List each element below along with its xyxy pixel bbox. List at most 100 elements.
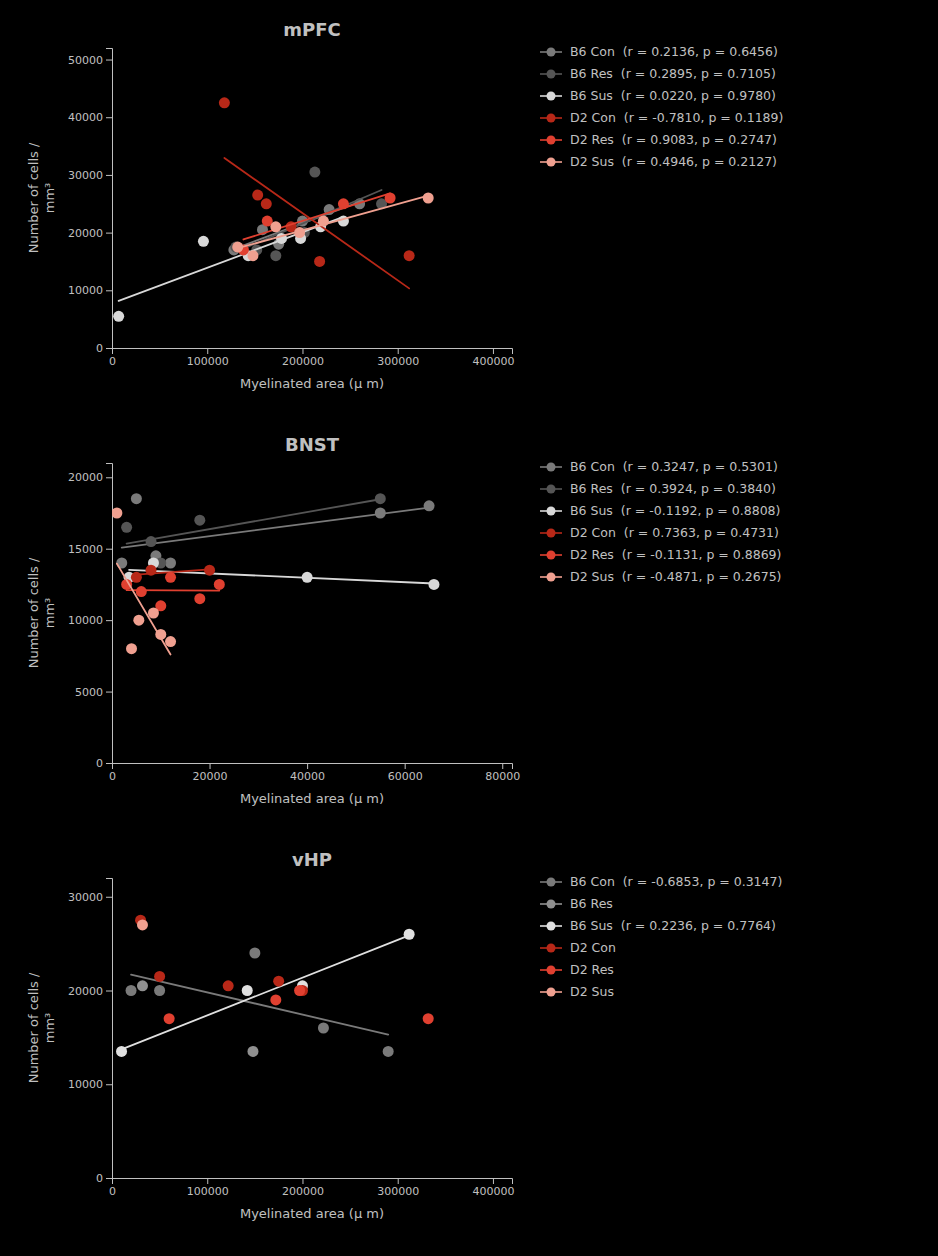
chart-root: 0100000200000300000400000010000200003000… — [0, 0, 938, 1256]
legend-label: D2 Con (r = -0.7810, p = 0.1189) — [570, 110, 783, 125]
y-tick: 30000 — [68, 891, 112, 904]
legend-label: B6 Sus (r = -0.1192, p = 0.8808) — [570, 503, 780, 518]
x-axis-line — [113, 764, 513, 770]
x-tick: 20000 — [193, 763, 228, 783]
legend-label: D2 Res (r = 0.9083, p = 0.2747) — [570, 132, 777, 147]
y-tick-mark — [106, 549, 112, 550]
legend-label: B6 Sus (r = 0.0220, p = 0.9780) — [570, 88, 776, 103]
series — [121, 572, 225, 612]
point — [194, 515, 205, 526]
y-tick-mark — [106, 692, 112, 693]
y-tick: 0 — [96, 757, 112, 770]
point — [146, 536, 157, 547]
legend-item: B6 Res (r = 0.3924, p = 0.3840) — [540, 481, 776, 496]
point — [165, 572, 176, 583]
legend-label: B6 Con (r = 0.2136, p = 0.6456) — [570, 44, 778, 59]
series — [232, 193, 433, 262]
fit-line — [243, 193, 390, 239]
plot-area — [113, 97, 434, 321]
y-axis: 01000020000300004000050000 — [68, 49, 113, 356]
point — [314, 256, 325, 267]
series — [164, 985, 434, 1024]
y-tick-label: 40000 — [68, 111, 103, 124]
y-axis-line — [106, 49, 113, 349]
series — [219, 97, 415, 288]
legend-label: D2 Sus (r = 0.4946, p = 0.2127) — [570, 154, 777, 169]
point — [294, 985, 305, 996]
y-tick: 20000 — [68, 227, 112, 240]
series — [135, 915, 308, 996]
x-tick-mark — [502, 763, 503, 769]
point — [383, 1046, 394, 1057]
series — [126, 948, 394, 1057]
point — [273, 976, 284, 987]
legend-label: B6 Con (r = -0.6853, p = 0.3147) — [570, 874, 782, 889]
point — [318, 1023, 329, 1034]
y-tick-label: 20000 — [68, 471, 103, 484]
y-tick-label: 30000 — [68, 891, 103, 904]
legend: B6 Con (r = 0.3247, p = 0.5301)B6 Res (r… — [540, 459, 781, 584]
legend-item: B6 Con (r = 0.2136, p = 0.6456) — [540, 44, 778, 59]
fit-line — [127, 499, 381, 543]
y-tick-mark — [106, 763, 112, 764]
point — [116, 1046, 127, 1057]
x-tick: 200000 — [282, 348, 324, 368]
legend-swatch-dot — [547, 922, 556, 931]
legend-item: D2 Sus (r = -0.4871, p = 0.2675) — [540, 569, 781, 584]
point — [261, 198, 272, 209]
y-tick-mark — [106, 290, 112, 291]
point — [223, 980, 234, 991]
x-tick-label: 100000 — [187, 355, 229, 368]
point — [219, 97, 230, 108]
y-tick-mark — [106, 1084, 112, 1085]
legend-swatch-dot — [547, 158, 556, 167]
point — [302, 572, 313, 583]
x-tick: 300000 — [377, 348, 419, 368]
panel: 0100000200000300000400000010000200003000… — [26, 849, 514, 1221]
legend-label: D2 Sus — [570, 984, 614, 999]
y-tick-label: 10000 — [68, 284, 103, 297]
y-axis: 0100002000030000 — [68, 879, 113, 1186]
x-tick-mark — [493, 348, 494, 354]
legend: B6 Con (r = 0.2136, p = 0.6456) B6 Res (r… — [540, 44, 783, 169]
point — [404, 929, 415, 940]
x-tick-mark — [207, 348, 208, 354]
legend-label: B6 Res — [570, 896, 613, 911]
legend-label: B6 Sus (r = 0.2236, p = 0.7764) — [570, 918, 776, 933]
point — [131, 572, 142, 583]
point — [247, 250, 258, 261]
point — [249, 948, 260, 959]
legend-label: D2 Res — [570, 962, 614, 977]
y-tick-label: 5000 — [75, 686, 103, 699]
legend-swatch-dot — [547, 529, 556, 538]
legend-item: B6 Res (r = 0.2895, p = 0.7105) — [540, 66, 776, 81]
fit-line — [131, 975, 388, 1035]
y-tick: 50000 — [68, 54, 112, 67]
x-tick-mark — [302, 1178, 303, 1184]
point — [126, 985, 137, 996]
x-tick: 400000 — [472, 1178, 514, 1198]
fit-line — [224, 158, 409, 288]
y-tick-mark — [106, 620, 112, 621]
x-tick: 0 — [109, 763, 116, 783]
legend-label: D2 Sus (r = -0.4871, p = 0.2675) — [570, 569, 781, 584]
point — [232, 242, 243, 253]
point — [137, 980, 148, 991]
point — [385, 193, 396, 204]
y-axis-title-line: Number of cells / — [26, 972, 41, 1083]
legend-item: D2 Sus — [540, 984, 614, 999]
fit-line — [122, 935, 410, 1049]
series — [116, 493, 434, 568]
point — [194, 593, 205, 604]
legend-swatch-dot — [547, 485, 556, 494]
background — [0, 0, 938, 1256]
legend-item: D2 Con (r = 0.7363, p = 0.4731) — [540, 525, 779, 540]
point — [154, 971, 165, 982]
legend-item: D2 Con (r = -0.7810, p = 0.1189) — [540, 110, 783, 125]
y-axis-title-line: Number of cells / — [26, 142, 41, 253]
fit-line — [129, 570, 434, 584]
point — [112, 508, 122, 519]
legend-swatch-dot — [547, 900, 556, 909]
legend-swatch-dot — [547, 878, 556, 887]
point — [155, 629, 166, 640]
